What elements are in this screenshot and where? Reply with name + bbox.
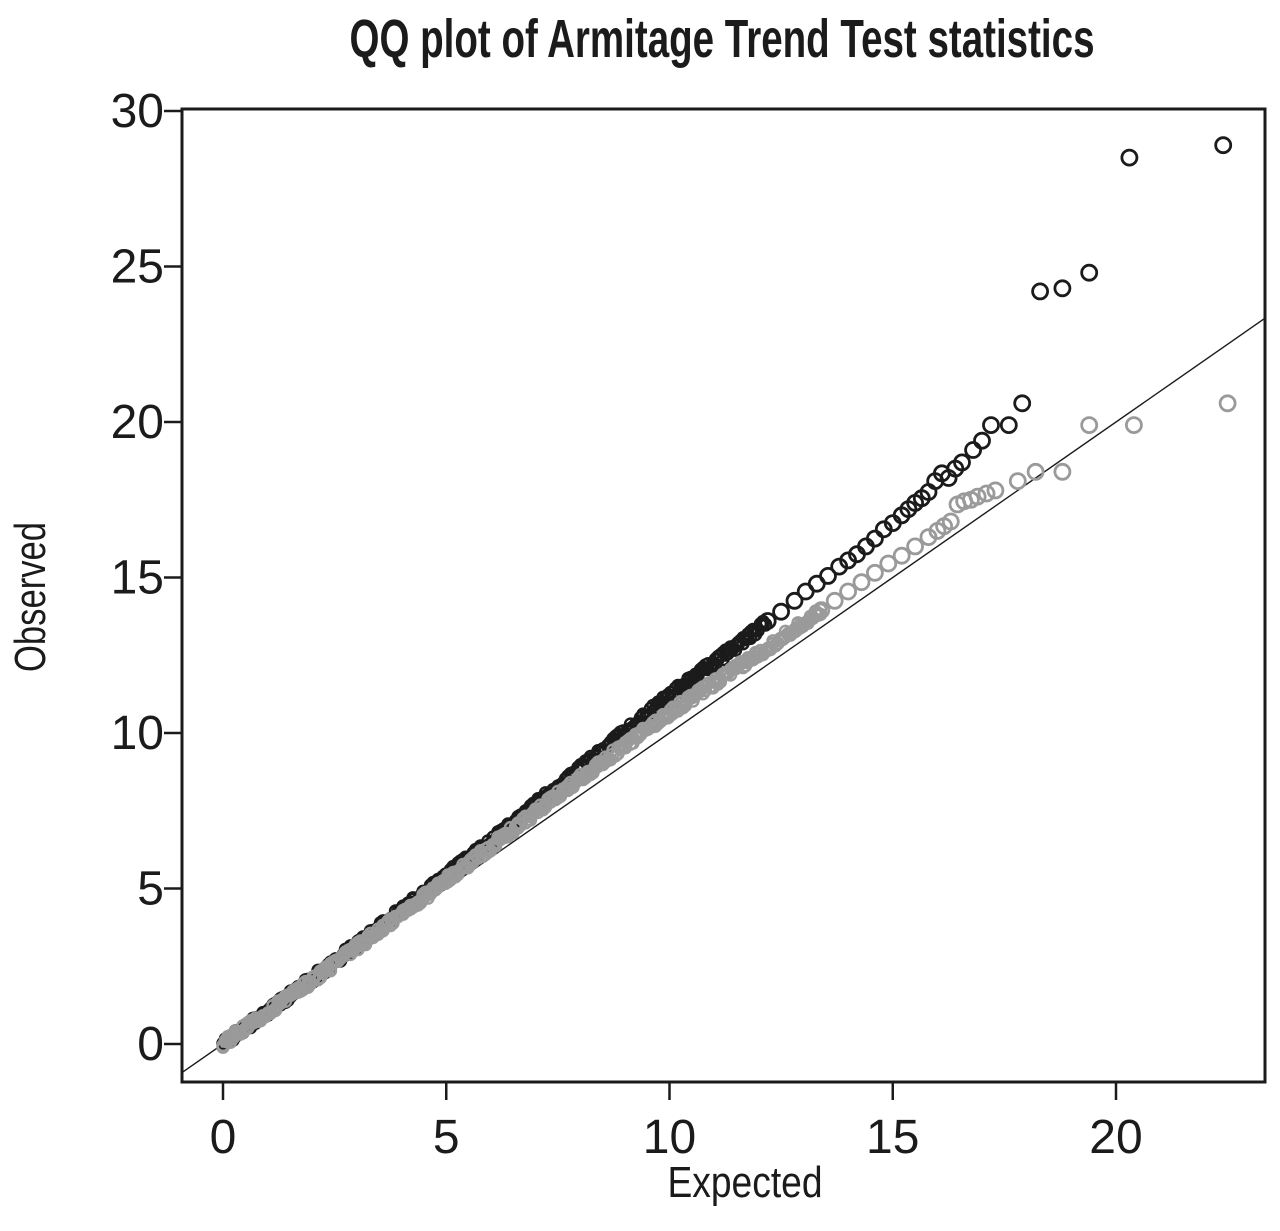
data-point <box>839 582 857 601</box>
plot-box <box>180 107 1267 1084</box>
black-series-points <box>216 136 1233 1051</box>
data-point <box>1218 394 1237 413</box>
y-tick-label: 20 <box>111 396 164 449</box>
y-tick-label: 15 <box>111 552 164 605</box>
data-point <box>1053 462 1072 481</box>
data-point <box>892 546 911 565</box>
y-tick-label: 0 <box>137 1018 164 1071</box>
data-point <box>1008 472 1027 491</box>
axis-tick-labels: 0 5 10 15 20 0 5 10 15 20 25 30 <box>111 85 1143 1164</box>
data-point <box>1080 263 1099 282</box>
y-tick-label: 5 <box>137 863 164 916</box>
data-point <box>866 529 884 548</box>
data-point <box>986 481 1005 500</box>
data-point <box>941 512 960 531</box>
data-point <box>964 441 982 459</box>
y-tick-label: 10 <box>111 707 164 760</box>
data-point <box>1053 279 1072 298</box>
data-point <box>819 567 837 585</box>
data-point <box>953 453 971 472</box>
chart-title: QQ plot of Armitage Trend Test statistic… <box>350 9 1095 69</box>
y-tick-label: 30 <box>111 85 164 138</box>
data-point <box>999 416 1018 435</box>
data-point <box>1120 148 1139 167</box>
x-tick-label: 10 <box>643 1111 696 1164</box>
data-point <box>977 484 996 503</box>
y-axis-label: Observed <box>6 522 55 672</box>
axis-ticks <box>164 109 1118 1100</box>
data-point <box>1125 416 1143 435</box>
data-point <box>866 563 884 582</box>
data-point <box>852 573 871 592</box>
x-tick-label: 0 <box>210 1111 237 1164</box>
data-point <box>982 416 1000 435</box>
gray-series-points <box>216 394 1237 1054</box>
data-point <box>758 612 777 630</box>
data-point <box>1013 394 1032 413</box>
x-axis-label: Expected <box>668 1158 823 1207</box>
x-tick-label: 5 <box>433 1111 460 1164</box>
x-tick-label: 15 <box>866 1111 919 1164</box>
data-point <box>968 487 987 506</box>
data-point <box>1080 416 1099 435</box>
data-point <box>973 431 991 450</box>
data-point <box>785 591 804 610</box>
data-point <box>825 591 844 610</box>
data-point <box>1031 282 1049 301</box>
x-tick-label: 20 <box>1089 1111 1142 1164</box>
data-point <box>772 602 790 621</box>
data-point <box>1026 462 1045 481</box>
data-point <box>906 537 924 556</box>
data-point <box>812 601 831 620</box>
data-point <box>879 554 898 573</box>
y-tick-label: 25 <box>111 241 164 294</box>
data-point <box>1214 136 1233 155</box>
